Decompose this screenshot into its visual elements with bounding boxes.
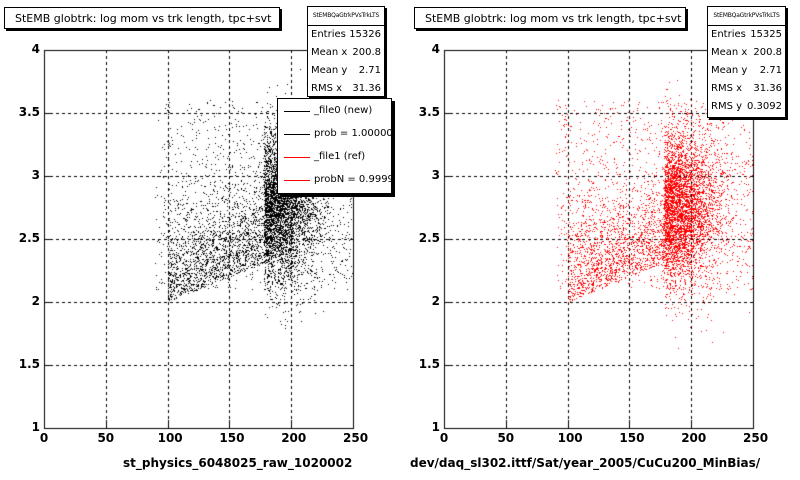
x-tick-label: 0 — [439, 431, 449, 445]
left-stats-row: Mean x 200.8 — [311, 47, 381, 58]
x-tick-label: 250 — [343, 431, 369, 445]
legend-entry-new: _file0 (new) — [278, 100, 391, 123]
x-tick-label: 250 — [743, 431, 769, 445]
x-tick-label: 0 — [39, 431, 49, 445]
right-stats-row: Entries 15325 — [711, 29, 782, 40]
right-stats-box: StEMBQaGtrkPVsTrkLTS Entries 15325 Mean x… — [707, 6, 786, 118]
y-tick-label: 3.5 — [18, 105, 40, 119]
right-plot-title: StEMB globtrk: log mom vs trk length, tp… — [414, 7, 686, 29]
right-x-axis-label: dev/daq_sl302.ittf/Sat/year_2005/CuCu200… — [410, 456, 761, 470]
y-tick-label: 4 — [431, 42, 440, 56]
x-tick-label: 50 — [97, 431, 115, 445]
right-stats-row: Mean y 2.71 — [711, 65, 782, 76]
y-tick-label: 1 — [31, 420, 40, 434]
left-stats-row: Entries 15326 — [311, 29, 381, 40]
legend-entry-ref: _file1 (ref) — [278, 146, 391, 169]
y-tick-label: 1 — [431, 420, 440, 434]
y-tick-label: 3 — [31, 168, 40, 182]
left-stats-row: Mean y 2.71 — [311, 65, 381, 76]
y-tick-label: 2 — [31, 294, 40, 308]
x-tick-label: 100 — [157, 431, 183, 445]
right-stats-row: RMS x 31.36 — [711, 83, 782, 94]
left-x-axis-label: st_physics_6048025_raw_1020002 — [123, 456, 353, 470]
y-tick-label: 2.5 — [418, 231, 440, 245]
x-tick-label: 100 — [557, 431, 583, 445]
y-tick-label: 3.5 — [418, 105, 440, 119]
right-stats-row: Mean x 200.8 — [711, 47, 782, 58]
y-tick-label: 2 — [431, 294, 440, 308]
y-tick-label: 1.5 — [418, 357, 440, 371]
left-plot-title: StEMB globtrk: log mom vs trk length, tp… — [4, 7, 280, 29]
legend-entry-probn: probN = 0.999999 — [278, 169, 391, 192]
left-stats-box: StEMBQaGtrkPVsTrkLTS Entries 15326 Mean x… — [307, 6, 385, 97]
x-tick-label: 50 — [497, 431, 515, 445]
legend-entry-prob: prob = 1.000000 — [278, 123, 391, 146]
x-tick-label: 200 — [281, 431, 307, 445]
right-stats-row: RMS y 0.3092 — [711, 101, 782, 112]
y-tick-label: 3 — [431, 168, 440, 182]
legend-box: _file0 (new) prob = 1.000000 _file1 (ref… — [277, 98, 392, 194]
x-tick-label: 200 — [681, 431, 707, 445]
y-tick-label: 2.5 — [18, 231, 40, 245]
x-tick-label: 150 — [619, 431, 645, 445]
x-tick-label: 150 — [219, 431, 245, 445]
y-tick-label: 1.5 — [18, 357, 40, 371]
left-stats-name: StEMBQaGtrkPVsTrkLTS — [308, 7, 384, 26]
y-tick-label: 4 — [31, 42, 40, 56]
right-stats-name: StEMBQaGtrkPVsTrkLTS — [708, 7, 785, 26]
left-stats-row: RMS x 31.36 — [311, 83, 381, 94]
